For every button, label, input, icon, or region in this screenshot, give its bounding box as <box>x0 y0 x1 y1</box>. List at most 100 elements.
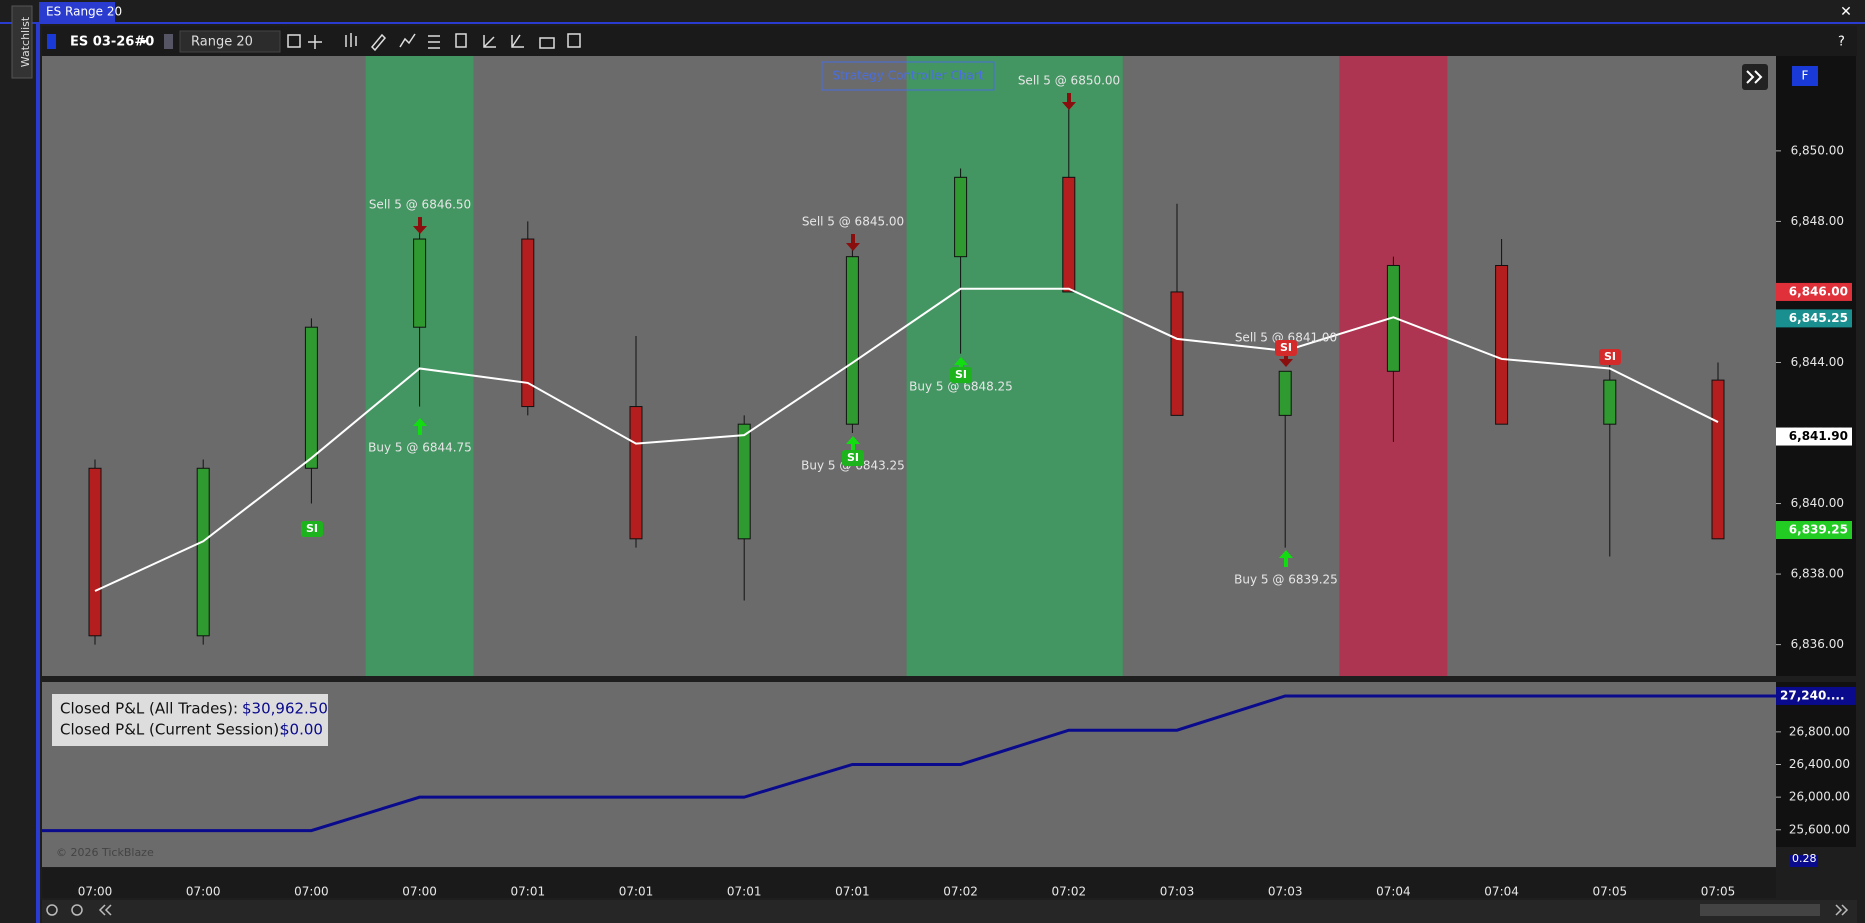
signal-label: SI <box>955 368 967 381</box>
left-border <box>36 24 40 923</box>
candle-body <box>88 467 102 637</box>
last-value-label: 27,240.... <box>1780 688 1845 702</box>
strategy-title: Strategy Controller Chart <box>832 69 983 83</box>
pnl-line <box>95 694 1718 833</box>
tab[interactable] <box>39 2 115 22</box>
toolbar-icons[interactable] <box>287 33 581 52</box>
y-tick-label: 6,838.00 <box>1791 567 1844 581</box>
price-axis <box>1776 56 1856 676</box>
trade-label: Sell 5 @ 6850.00 <box>1018 74 1120 88</box>
signal-label: SI <box>1604 350 1616 363</box>
time-label: 07:02 <box>943 885 978 899</box>
time-label: 07:02 <box>1052 885 1087 899</box>
symbol[interactable]: ES 03-26#0 <box>70 35 154 50</box>
price-label: 6,846.00 <box>1789 284 1848 298</box>
candle-body <box>1711 379 1725 540</box>
time-label: 07:05 <box>1701 885 1736 899</box>
candle-body <box>845 256 859 425</box>
trade-label: Sell 5 @ 6841.00 <box>1235 331 1337 345</box>
pnl-box <box>52 694 328 746</box>
y-tick-label: 6,836.00 <box>1791 637 1844 651</box>
signal-label: SI <box>306 522 318 535</box>
price-label: 6,841.90 <box>1789 429 1848 443</box>
y-tick-label: 26,800.00 <box>1789 724 1850 738</box>
scroll-icons[interactable] <box>46 904 1849 916</box>
price-label: 6,845.25 <box>1789 311 1848 325</box>
candle-body <box>737 423 751 540</box>
pnl-text: $30,962.50 <box>242 700 328 718</box>
dropdown-arrow[interactable] <box>140 40 148 44</box>
signal-marker <box>950 367 972 383</box>
time-label: 07:04 <box>1484 885 1519 899</box>
period-field[interactable] <box>179 30 281 53</box>
time-label: 07:00 <box>402 885 437 899</box>
candle-body <box>413 238 427 328</box>
candle-body <box>196 467 210 637</box>
trade-arrow <box>413 418 427 435</box>
price-label-bg <box>1776 282 1852 301</box>
copyright: © 2026 TickBlaze <box>56 846 154 859</box>
scale-label: 0.28 <box>1792 852 1817 865</box>
scroll-thumb[interactable] <box>1700 904 1820 916</box>
close-button[interactable]: ✕ <box>1840 4 1852 20</box>
period-swatch <box>164 34 173 49</box>
f-label: F <box>1802 69 1809 83</box>
footer-strip <box>42 847 1776 867</box>
y-tick-label: 6,840.00 <box>1791 496 1844 510</box>
time-label: 07:05 <box>1593 885 1628 899</box>
price-label-bg <box>1776 427 1852 446</box>
help[interactable]: ? <box>1838 35 1845 50</box>
pnl-axis <box>1776 682 1856 847</box>
scrollbar[interactable] <box>42 900 1857 923</box>
price-label: 6,839.25 <box>1789 522 1848 536</box>
trade-label: Buy 5 @ 6844.75 <box>368 441 472 455</box>
signal-label: SI <box>847 451 859 464</box>
y-tick-label: 26,000.00 <box>1789 790 1850 804</box>
toolbar <box>42 26 1857 56</box>
candle-body <box>1278 370 1292 416</box>
position-band <box>906 56 1123 676</box>
expand-button[interactable] <box>1742 64 1768 90</box>
scale-tag <box>1790 855 1818 867</box>
time-label: 07:01 <box>835 885 870 899</box>
trade-arrow <box>846 234 860 251</box>
title-border <box>0 22 1865 24</box>
y-tick-label: 25,600.00 <box>1789 822 1850 836</box>
trade-arrow <box>1279 350 1293 367</box>
candle-body <box>1495 264 1509 425</box>
candle-body <box>304 326 318 469</box>
watchlist-tab[interactable] <box>11 5 33 79</box>
trade-label: Sell 5 @ 6846.50 <box>369 198 471 212</box>
candle-body <box>954 176 968 258</box>
price-label-bg <box>1776 309 1852 328</box>
f-button[interactable] <box>1792 66 1818 86</box>
strategy-line <box>94 287 1719 592</box>
trade-label: Buy 5 @ 6839.25 <box>1234 573 1338 587</box>
signal-marker <box>1599 349 1621 365</box>
pnl-text: Closed P&L (All Trades): <box>60 700 238 718</box>
signal-marker <box>1275 340 1297 356</box>
time-label: 07:00 <box>186 885 221 899</box>
time-label: 07:01 <box>727 885 762 899</box>
trade-arrow <box>413 217 427 234</box>
watchlist-label: Watchlist <box>19 16 32 67</box>
candle-body <box>1062 176 1076 293</box>
time-axis <box>42 868 1776 898</box>
color-swatch[interactable] <box>47 34 56 49</box>
trade-arrow <box>1062 93 1076 110</box>
expand-icon <box>1746 70 1763 84</box>
signal-label: SI <box>1280 341 1292 354</box>
time-label: 07:04 <box>1376 885 1411 899</box>
candle-body <box>1170 291 1184 416</box>
trade-arrow <box>1279 550 1293 567</box>
trade-label: Sell 5 @ 6845.00 <box>802 215 904 229</box>
price-label-bg <box>1776 520 1852 539</box>
time-label: 07:03 <box>1268 885 1303 899</box>
trade-arrow <box>846 436 860 453</box>
y-tick-label: 26,400.00 <box>1789 757 1850 771</box>
pnl-text: Closed P&L (Current Session): <box>60 721 284 739</box>
time-label: 07:00 <box>294 885 329 899</box>
y-tick-label: 6,844.00 <box>1791 355 1844 369</box>
